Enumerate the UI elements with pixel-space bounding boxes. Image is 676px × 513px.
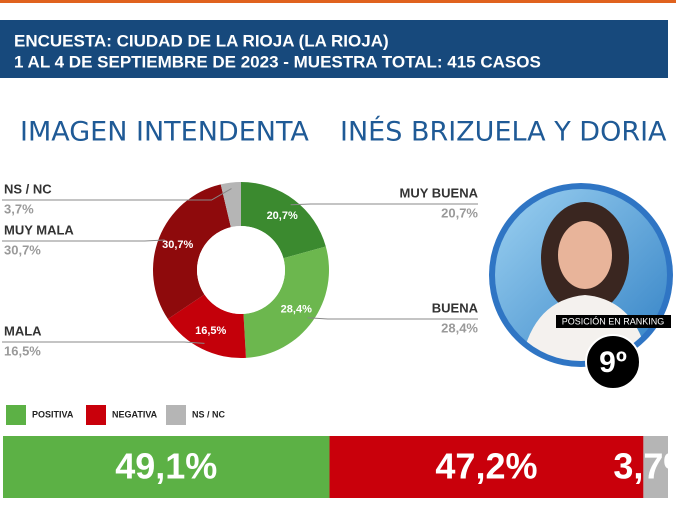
bar-segment (329, 436, 644, 498)
slice-label: 28,4% (281, 304, 312, 316)
donut-hole (197, 226, 285, 314)
slice-label: 30,7% (162, 239, 193, 251)
value-label: 28,4% (441, 320, 478, 335)
stacked-bar: 49,1% 47,2% 3,7% (3, 436, 676, 498)
value-label: 30,7% (4, 242, 41, 257)
donut-slice (241, 182, 326, 259)
top-rule (0, 0, 676, 3)
ranking-label: POSICIÓN EN RANKING (562, 316, 665, 326)
legend-swatch (6, 405, 26, 425)
photo (489, 183, 673, 367)
leader-line (290, 203, 478, 206)
header-line: 1 AL 4 DE SEPTIEMBRE DE 2023 - MUESTRA T… (14, 52, 541, 71)
donut-slice (243, 246, 329, 358)
subject-name: INÉS BRIZUELA Y DORIA (340, 116, 667, 148)
bar-segment (3, 436, 330, 498)
leader-line (2, 341, 205, 344)
donut-slice (152, 184, 231, 320)
donut-slice (167, 294, 246, 358)
legend-label: NEGATIVA (112, 409, 158, 419)
bar-label: 49,1% (115, 446, 217, 487)
value-label: 3,7% (4, 201, 34, 216)
ranking-label-bg (556, 315, 671, 328)
ranking-badge (585, 334, 641, 390)
category-label: MALA (4, 323, 42, 338)
slice-label: 16,5% (195, 325, 226, 337)
header-band (0, 20, 668, 78)
ranking-position: 9º (599, 346, 627, 379)
leader-line (2, 239, 165, 242)
chart-title: IMAGEN INTENDENTA (20, 117, 309, 148)
legend-label: POSITIVA (32, 409, 74, 419)
value-label: 20,7% (441, 205, 478, 220)
category-label: MUY BUENA (400, 185, 479, 200)
face (558, 221, 612, 289)
leader-line (2, 188, 232, 201)
category-label: BUENA (432, 300, 479, 315)
category-label: MUY MALA (4, 222, 74, 237)
bar-label: 47,2% (435, 446, 537, 487)
donut-slice (220, 182, 241, 228)
legend-swatch (86, 405, 106, 425)
bar-label: 3,7% (613, 446, 676, 487)
leader-line (307, 317, 478, 320)
header-line: ENCUESTA: CIUDAD DE LA RIOJA (LA RIOJA) (14, 31, 389, 50)
bar-segment (643, 436, 668, 498)
legend-swatch (166, 405, 186, 425)
legend-label: NS / NC (192, 409, 226, 419)
category-label: NS / NC (4, 181, 52, 196)
slice-label: 20,7% (267, 210, 298, 222)
value-label: 16,5% (4, 343, 41, 358)
